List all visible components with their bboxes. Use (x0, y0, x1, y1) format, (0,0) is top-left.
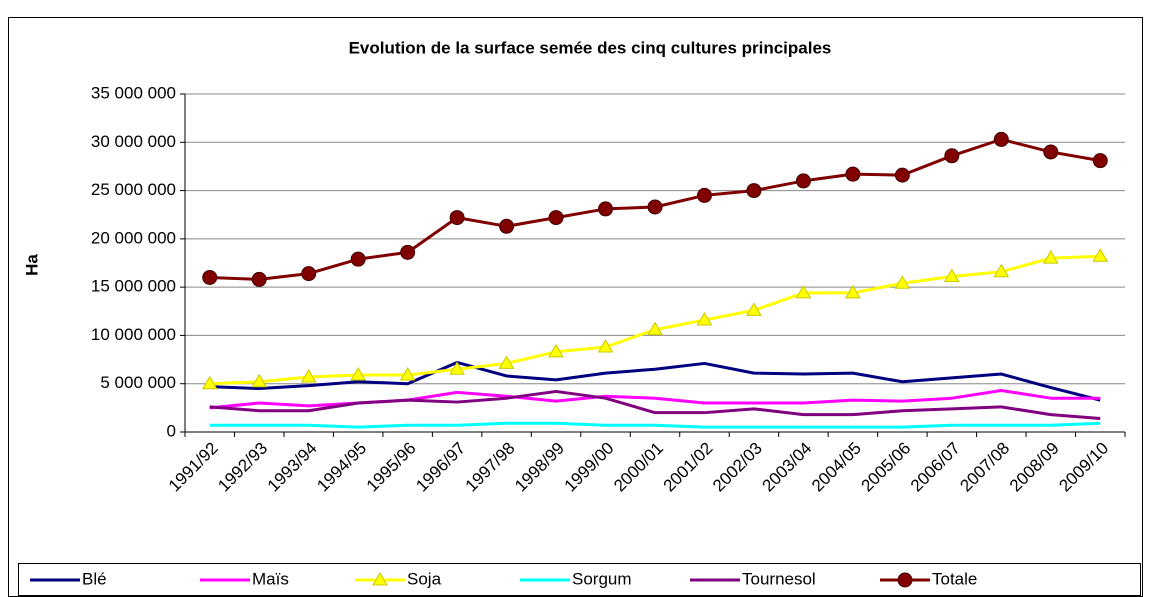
data-point (894, 275, 911, 289)
data-point (845, 166, 861, 182)
data-point (943, 268, 960, 283)
data-point (993, 263, 1010, 278)
data-point (548, 343, 564, 358)
y-tick-label: 15 000 000 (91, 277, 176, 296)
legend-marker (897, 572, 913, 588)
data-point (251, 373, 268, 388)
series-line (209, 360, 1101, 402)
data-point (795, 173, 811, 189)
data-point (1043, 144, 1059, 160)
data-point (894, 167, 910, 183)
data-point (301, 266, 317, 282)
data-point (993, 131, 1009, 147)
legend-marker (372, 572, 388, 586)
y-tick-label: 25 000 000 (91, 180, 176, 199)
data-point (647, 321, 663, 336)
y-tick-label: 35 000 000 (91, 83, 176, 102)
data-point (548, 210, 564, 226)
series-line (209, 389, 1101, 420)
series-line (209, 421, 1101, 429)
legend-label: Maïs (252, 569, 289, 588)
data-point (1092, 153, 1108, 169)
data-point (746, 302, 762, 316)
chart-border (8, 17, 1143, 597)
data-point (350, 251, 366, 267)
legend-label: Blé (82, 569, 107, 588)
data-point (350, 367, 367, 381)
legend-label: Totale (932, 569, 977, 588)
data-point (1042, 250, 1059, 264)
data-point (201, 375, 218, 390)
legend-label: Soja (407, 569, 442, 588)
data-point (597, 339, 614, 353)
data-point (449, 210, 465, 226)
data-point (696, 187, 712, 203)
y-tick-label: 30 000 000 (91, 132, 176, 151)
data-point (1092, 248, 1109, 262)
data-point (300, 368, 317, 383)
data-point (400, 244, 416, 260)
y-axis-label: Ha (22, 254, 41, 276)
data-point (598, 201, 614, 217)
data-point (202, 269, 218, 285)
data-point (795, 284, 812, 299)
data-point (647, 199, 663, 215)
data-point (696, 311, 713, 326)
data-point (251, 271, 267, 287)
data-point (449, 361, 465, 375)
y-tick-label: 0 (167, 421, 176, 440)
chart-title: Evolution de la surface semée des cinq c… (349, 38, 832, 57)
data-point (399, 367, 416, 381)
data-point (746, 183, 762, 199)
legend-label: Tournesol (742, 569, 816, 588)
y-tick-label: 20 000 000 (91, 228, 176, 247)
data-point (944, 148, 960, 164)
data-point (498, 355, 515, 369)
y-tick-label: 5 000 000 (100, 373, 176, 392)
y-tick-label: 10 000 000 (91, 325, 176, 344)
data-point (845, 284, 861, 299)
legend-label: Sorgum (572, 569, 632, 588)
data-point (499, 218, 515, 234)
